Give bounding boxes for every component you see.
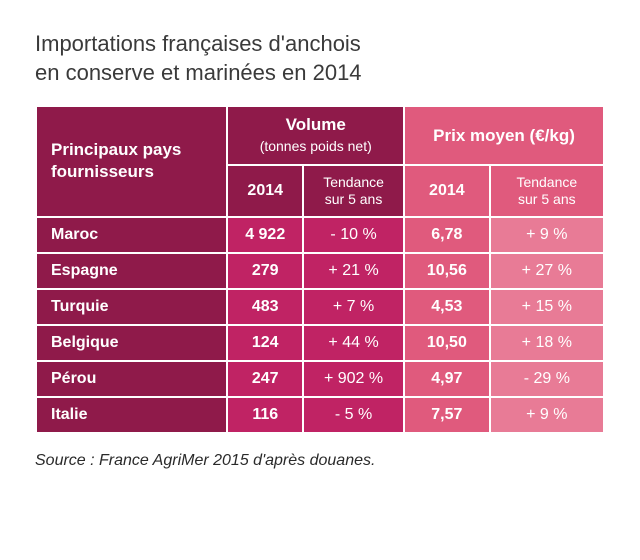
title-line-1: Importations françaises d'anchois — [35, 31, 361, 56]
header-country-l2: fournisseurs — [51, 162, 154, 181]
country-cell: Belgique — [37, 326, 226, 360]
volume-trend-cell: + 7 % — [304, 290, 403, 324]
price-trend-cell: + 18 % — [491, 326, 603, 360]
country-cell: Pérou — [37, 362, 226, 396]
price-cell: 10,50 — [405, 326, 489, 360]
price-cell: 10,56 — [405, 254, 489, 288]
table-row: Maroc4 922- 10 %6,78+ 9 % — [37, 218, 603, 252]
table-row: Pérou247+ 902 %4,97- 29 % — [37, 362, 603, 396]
header-volume-sub: (tonnes poids net) — [260, 138, 372, 154]
country-cell: Turquie — [37, 290, 226, 324]
table-row: Turquie483+ 7 %4,53+ 15 % — [37, 290, 603, 324]
country-cell: Maroc — [37, 218, 226, 252]
header-vol-trend: Tendancesur 5 ans — [304, 166, 403, 216]
price-trend-cell: - 29 % — [491, 362, 603, 396]
table-title: Importations françaises d'anchois en con… — [35, 30, 605, 87]
source-line: Source : France AgriMer 2015 d'après dou… — [35, 452, 605, 470]
header-vol-year: 2014 — [228, 166, 302, 216]
header-country-l1: Principaux pays — [51, 140, 181, 159]
header-volume: Volume (tonnes poids net) — [228, 107, 403, 164]
country-cell: Espagne — [37, 254, 226, 288]
volume-trend-cell: - 5 % — [304, 398, 403, 432]
header-price-trend: Tendancesur 5 ans — [491, 166, 603, 216]
table-row: Italie116- 5 %7,57+ 9 % — [37, 398, 603, 432]
price-cell: 4,53 — [405, 290, 489, 324]
header-price: Prix moyen (€/kg) — [405, 107, 603, 164]
price-trend-cell: + 15 % — [491, 290, 603, 324]
price-cell: 4,97 — [405, 362, 489, 396]
volume-cell: 279 — [228, 254, 302, 288]
imports-table: Principaux pays fournisseurs Volume (ton… — [35, 105, 605, 433]
header-volume-label: Volume — [286, 115, 346, 134]
header-price-year: 2014 — [405, 166, 489, 216]
price-trend-cell: + 9 % — [491, 398, 603, 432]
volume-cell: 483 — [228, 290, 302, 324]
volume-trend-cell: - 10 % — [304, 218, 403, 252]
volume-cell: 124 — [228, 326, 302, 360]
volume-trend-cell: + 44 % — [304, 326, 403, 360]
price-trend-cell: + 9 % — [491, 218, 603, 252]
title-line-2: en conserve et marinées en 2014 — [35, 60, 362, 85]
volume-cell: 116 — [228, 398, 302, 432]
volume-trend-cell: + 902 % — [304, 362, 403, 396]
table-row: Espagne279+ 21 %10,56+ 27 % — [37, 254, 603, 288]
table-body: Maroc4 922- 10 %6,78+ 9 %Espagne279+ 21 … — [37, 218, 603, 432]
country-cell: Italie — [37, 398, 226, 432]
price-cell: 7,57 — [405, 398, 489, 432]
volume-trend-cell: + 21 % — [304, 254, 403, 288]
price-trend-cell: + 27 % — [491, 254, 603, 288]
volume-cell: 247 — [228, 362, 302, 396]
price-cell: 6,78 — [405, 218, 489, 252]
volume-cell: 4 922 — [228, 218, 302, 252]
header-country: Principaux pays fournisseurs — [37, 107, 226, 215]
table-row: Belgique124+ 44 %10,50+ 18 % — [37, 326, 603, 360]
